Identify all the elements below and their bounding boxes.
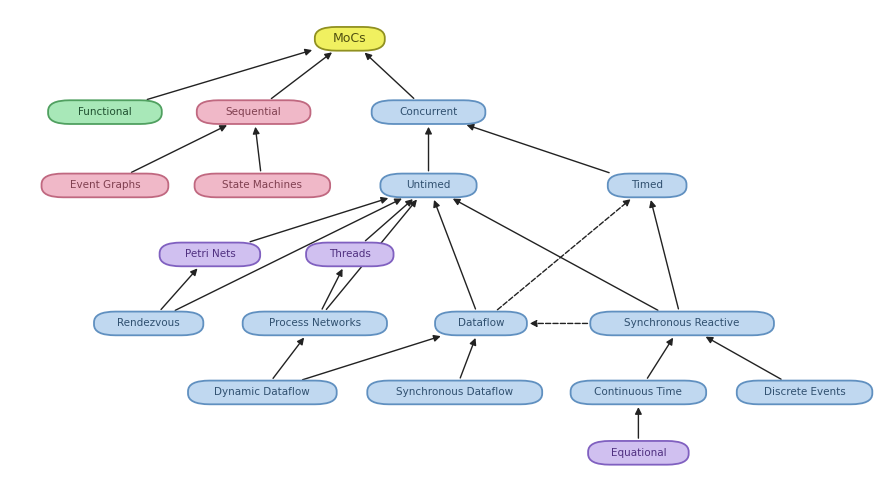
Text: MoCs: MoCs: [333, 32, 367, 45]
FancyBboxPatch shape: [243, 312, 387, 335]
FancyBboxPatch shape: [591, 312, 774, 335]
FancyBboxPatch shape: [380, 173, 476, 197]
Text: Petri Nets: Petri Nets: [185, 249, 235, 259]
Text: Untimed: Untimed: [407, 181, 450, 190]
Text: Synchronous Reactive: Synchronous Reactive: [624, 318, 739, 328]
Text: Threads: Threads: [329, 249, 371, 259]
Text: Event Graphs: Event Graphs: [70, 181, 140, 190]
FancyBboxPatch shape: [315, 27, 384, 51]
FancyBboxPatch shape: [588, 441, 689, 465]
FancyBboxPatch shape: [372, 100, 485, 124]
Text: Synchronous Dataflow: Synchronous Dataflow: [396, 387, 513, 398]
FancyBboxPatch shape: [197, 100, 310, 124]
FancyBboxPatch shape: [607, 173, 687, 197]
FancyBboxPatch shape: [160, 242, 260, 266]
Text: Process Networks: Process Networks: [268, 318, 361, 328]
FancyBboxPatch shape: [194, 173, 330, 197]
Text: Equational: Equational: [611, 448, 666, 458]
Text: State Machines: State Machines: [222, 181, 302, 190]
FancyBboxPatch shape: [368, 381, 542, 404]
Text: Sequential: Sequential: [226, 107, 282, 117]
Text: Dynamic Dataflow: Dynamic Dataflow: [214, 387, 310, 398]
Text: Concurrent: Concurrent: [400, 107, 458, 117]
Text: Dataflow: Dataflow: [458, 318, 504, 328]
FancyBboxPatch shape: [94, 312, 203, 335]
Text: Rendezvous: Rendezvous: [117, 318, 180, 328]
Text: Timed: Timed: [632, 181, 663, 190]
FancyBboxPatch shape: [42, 173, 169, 197]
FancyBboxPatch shape: [306, 242, 393, 266]
FancyBboxPatch shape: [48, 100, 161, 124]
FancyBboxPatch shape: [737, 381, 872, 404]
Text: Functional: Functional: [78, 107, 132, 117]
FancyBboxPatch shape: [188, 381, 336, 404]
FancyBboxPatch shape: [435, 312, 527, 335]
FancyBboxPatch shape: [571, 381, 706, 404]
Text: Discrete Events: Discrete Events: [764, 387, 846, 398]
Text: Continuous Time: Continuous Time: [594, 387, 682, 398]
